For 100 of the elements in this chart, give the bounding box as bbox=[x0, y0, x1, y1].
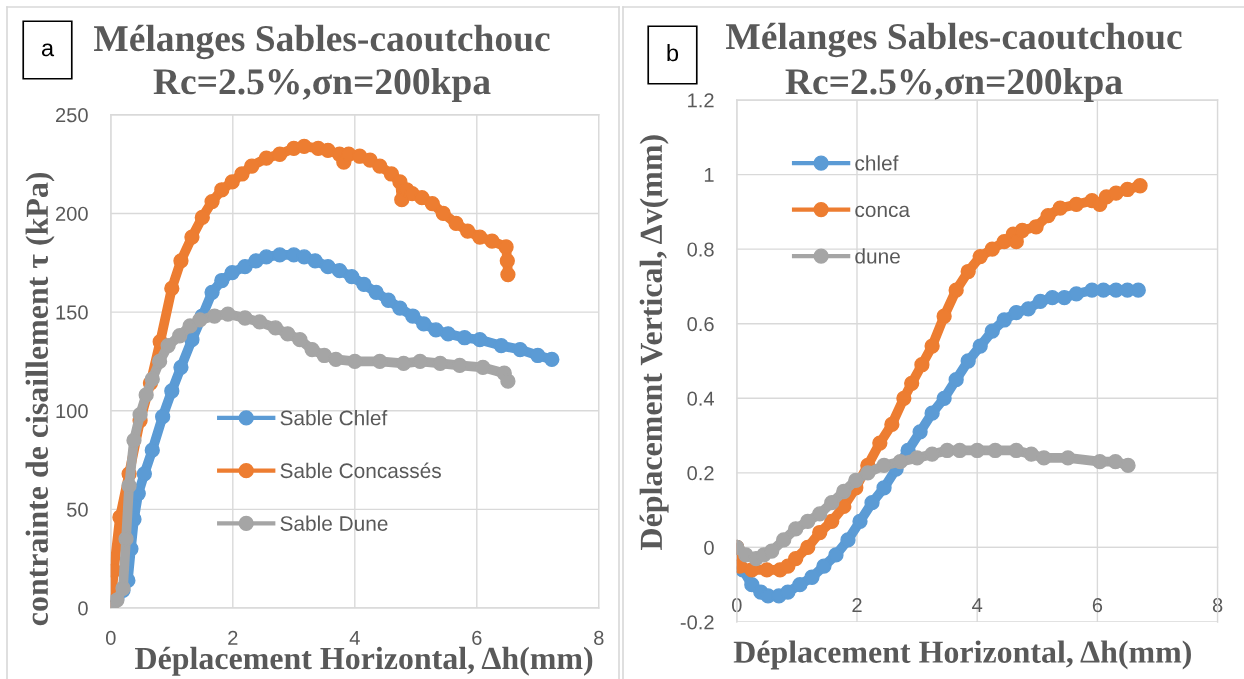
chart-title: Mélanges Sables-caoutchouc bbox=[94, 24, 550, 60]
y-tick-label: -0.2 bbox=[680, 615, 714, 630]
point bbox=[836, 483, 852, 500]
point bbox=[307, 253, 323, 269]
point bbox=[939, 442, 955, 459]
point bbox=[475, 359, 491, 375]
point bbox=[456, 330, 473, 346]
point bbox=[428, 322, 444, 338]
point bbox=[304, 341, 320, 358]
point bbox=[155, 408, 171, 425]
text: a bbox=[41, 43, 55, 57]
point bbox=[372, 158, 388, 174]
point bbox=[824, 495, 840, 511]
point bbox=[936, 308, 952, 324]
point bbox=[864, 495, 880, 511]
y-tick-label: 50 bbox=[66, 502, 88, 517]
point bbox=[984, 323, 1000, 339]
x-tick-label: 2 bbox=[852, 597, 862, 613]
x-tick-label: 4 bbox=[349, 630, 360, 645]
point bbox=[204, 284, 220, 300]
y-tick-label: 0.8 bbox=[687, 242, 714, 257]
y-axis-title: Déplacement Vertical, Δv(mm) bbox=[639, 135, 669, 550]
point bbox=[876, 480, 892, 496]
y-tick-label: 0.6 bbox=[687, 316, 714, 332]
point bbox=[484, 233, 500, 249]
x-axis-title: Déplacement Horizontal, Δh(mm) bbox=[135, 646, 593, 676]
point bbox=[424, 195, 440, 212]
point bbox=[224, 264, 240, 281]
point bbox=[909, 450, 925, 466]
point bbox=[1132, 178, 1148, 194]
point bbox=[972, 248, 988, 265]
point bbox=[788, 521, 804, 537]
point bbox=[1014, 222, 1030, 239]
point bbox=[1056, 289, 1072, 306]
point bbox=[432, 355, 448, 372]
point bbox=[234, 166, 250, 182]
point bbox=[948, 372, 964, 388]
point bbox=[792, 577, 808, 593]
point bbox=[872, 435, 888, 451]
point bbox=[530, 347, 546, 364]
point bbox=[328, 351, 344, 368]
point bbox=[368, 284, 384, 300]
point bbox=[292, 332, 308, 348]
point bbox=[237, 310, 253, 326]
point bbox=[764, 543, 780, 559]
point bbox=[224, 174, 240, 190]
point bbox=[924, 338, 940, 354]
point bbox=[996, 312, 1012, 328]
point bbox=[816, 558, 832, 574]
point bbox=[164, 383, 180, 399]
point bbox=[331, 263, 348, 279]
point bbox=[914, 357, 930, 373]
point bbox=[498, 239, 514, 255]
point bbox=[852, 513, 868, 529]
point bbox=[252, 314, 268, 330]
point bbox=[220, 306, 236, 322]
x-tick-label: 6 bbox=[472, 630, 482, 646]
point bbox=[828, 547, 844, 563]
point bbox=[948, 282, 964, 298]
point bbox=[500, 266, 516, 283]
point bbox=[214, 272, 230, 289]
point bbox=[192, 312, 208, 328]
point bbox=[1028, 219, 1044, 235]
point bbox=[412, 353, 428, 370]
point bbox=[244, 158, 260, 174]
point bbox=[904, 375, 920, 392]
point bbox=[395, 355, 412, 372]
point bbox=[544, 351, 560, 368]
point bbox=[1130, 282, 1146, 298]
point bbox=[1068, 286, 1085, 302]
y-tick-label: 0 bbox=[704, 540, 714, 555]
point bbox=[132, 407, 148, 423]
point bbox=[194, 209, 210, 226]
point bbox=[812, 506, 828, 522]
point bbox=[204, 193, 220, 210]
y-tick-label: 0.2 bbox=[687, 466, 714, 481]
point bbox=[493, 337, 509, 354]
point bbox=[1036, 450, 1052, 466]
point bbox=[804, 569, 820, 585]
point bbox=[121, 478, 137, 494]
point bbox=[924, 446, 940, 462]
point bbox=[884, 416, 900, 433]
point bbox=[969, 442, 985, 459]
point bbox=[800, 539, 816, 556]
point bbox=[448, 215, 464, 231]
point bbox=[296, 138, 312, 155]
y-tick-label: 150 bbox=[56, 305, 88, 320]
chart-title: Mélanges Sables-caoutchouc bbox=[726, 22, 1182, 58]
point bbox=[912, 424, 928, 440]
x-axis-title: Déplacement Horizontal, Δh(mm) bbox=[733, 640, 1191, 670]
point bbox=[1119, 181, 1136, 198]
y-tick-label: 0.4 bbox=[687, 391, 714, 406]
point bbox=[812, 524, 828, 541]
point bbox=[1107, 454, 1124, 470]
x-tick-label: 0 bbox=[731, 597, 742, 613]
point bbox=[258, 150, 274, 166]
point bbox=[173, 253, 189, 269]
point bbox=[960, 263, 976, 280]
point bbox=[126, 432, 142, 448]
point bbox=[372, 353, 388, 370]
